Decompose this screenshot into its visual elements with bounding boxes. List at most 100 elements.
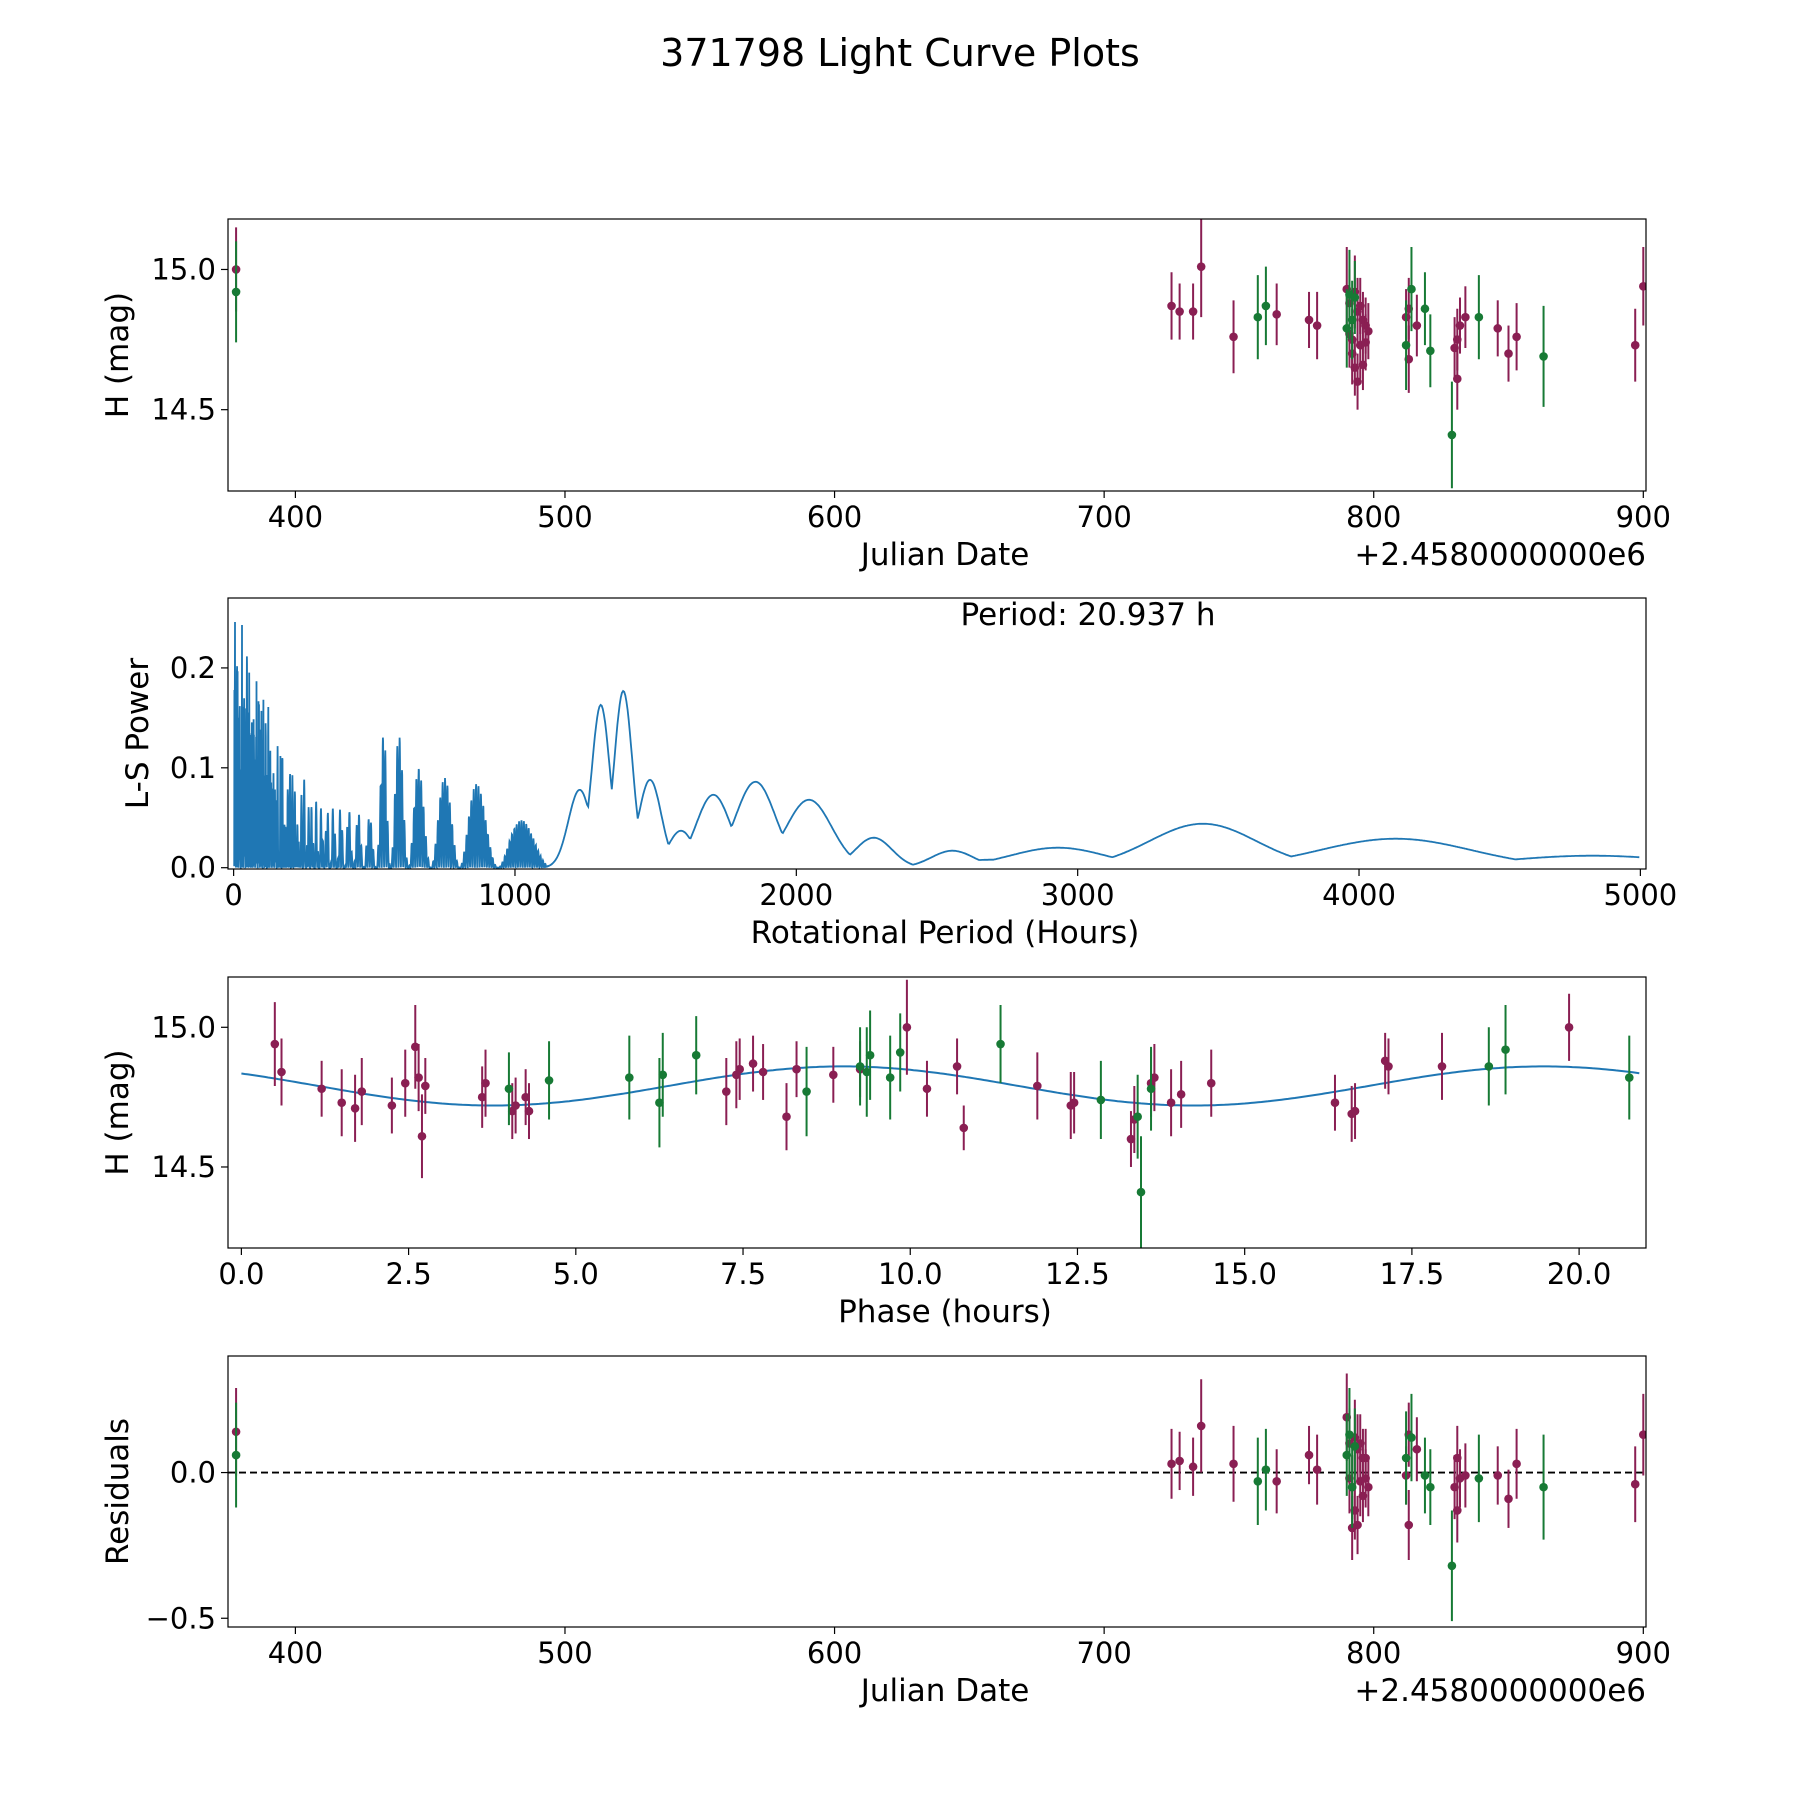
phased-data-point bbox=[1384, 1062, 1393, 1071]
phased-data-point bbox=[410, 1042, 420, 1052]
lightcurve-data-point bbox=[1420, 304, 1430, 314]
residuals-plot-area bbox=[228, 1373, 1646, 1622]
periodogram-panel: Rotational Period (Hours) L-S Power Peri… bbox=[120, 597, 1677, 951]
residuals-data-point bbox=[1420, 1471, 1430, 1480]
phased-data-point bbox=[1146, 1084, 1156, 1094]
periodogram-ytick-label: 0.2 bbox=[170, 651, 216, 685]
lightcurve-data-point bbox=[1175, 307, 1184, 316]
phased-xtick-label: 5.0 bbox=[553, 1257, 599, 1291]
phased-data-point bbox=[417, 1131, 427, 1141]
phased-data-point bbox=[865, 1050, 875, 1060]
phased-data-point bbox=[400, 1078, 410, 1088]
lightcurve-xlabel: Julian Date bbox=[859, 537, 1030, 573]
phased-data-point bbox=[758, 1067, 768, 1077]
lightcurve-panel: Julian Date H (mag) +2.4580000000e6 400 5… bbox=[100, 218, 1671, 573]
phased-data-point bbox=[1096, 1095, 1106, 1105]
periodogram-xtick-label: 3000 bbox=[1041, 878, 1115, 912]
residuals-data-point bbox=[1229, 1459, 1238, 1469]
lightcurve-data-point bbox=[1196, 262, 1206, 271]
periodogram-axes-frame bbox=[227, 597, 1647, 870]
phased-data-point bbox=[350, 1104, 360, 1113]
phased-data-point bbox=[1133, 1112, 1142, 1121]
lightcurve-xtick-label: 600 bbox=[807, 500, 862, 534]
phased-xtick-label: 0.0 bbox=[218, 1257, 264, 1291]
phased-data-point bbox=[1150, 1073, 1159, 1082]
phased-data-point bbox=[1484, 1062, 1494, 1071]
residuals-data-point bbox=[1196, 1421, 1206, 1431]
phased-xtick-label: 20.0 bbox=[1547, 1257, 1612, 1291]
phased-xtick-label: 10.0 bbox=[878, 1257, 943, 1291]
residuals-data-point bbox=[1353, 1520, 1362, 1530]
phased-ytick-label: 15.0 bbox=[151, 1010, 216, 1044]
phased-data-point bbox=[922, 1084, 932, 1094]
residuals-data-point bbox=[1412, 1444, 1422, 1454]
lightcurve-data-point bbox=[1188, 307, 1198, 316]
residuals-xtick-label: 500 bbox=[537, 1636, 592, 1670]
lightcurve-data-point bbox=[1474, 312, 1484, 322]
phased-xlabel: Phase (hours) bbox=[838, 1294, 1052, 1330]
lightcurve-data-point bbox=[1253, 312, 1263, 322]
lightcurve-data-point bbox=[1167, 301, 1176, 311]
lightcurve-data-point bbox=[1455, 321, 1465, 330]
figure-title: 371798 Light Curve Plots bbox=[660, 31, 1140, 75]
periodogram-ytick-label: 0.0 bbox=[170, 851, 216, 885]
lightcurve-data-point bbox=[1353, 377, 1362, 386]
phased-data-point bbox=[357, 1087, 367, 1096]
lightcurve-data-point bbox=[1493, 324, 1503, 333]
phased-data-point bbox=[829, 1070, 838, 1080]
phased-data-point bbox=[317, 1084, 326, 1094]
residuals-ylabel: Residuals bbox=[100, 1418, 136, 1565]
residuals-data-point bbox=[1272, 1477, 1281, 1486]
phased-data-point bbox=[1176, 1090, 1186, 1099]
phased-ylabel: H (mag) bbox=[100, 1049, 136, 1175]
lightcurve-axes-frame bbox=[227, 218, 1647, 492]
residuals-axes-frame bbox=[227, 1355, 1647, 1628]
phased-data-point bbox=[1136, 1187, 1146, 1197]
lightcurve-data-point bbox=[1312, 321, 1322, 330]
phased-data-point bbox=[959, 1123, 969, 1133]
phased-axes-frame bbox=[227, 976, 1647, 1249]
lightcurve-data-point bbox=[1630, 340, 1640, 350]
phased-data-point bbox=[895, 1048, 905, 1057]
phased-data-point bbox=[952, 1062, 962, 1071]
lightcurve-xtick-label: 400 bbox=[268, 500, 323, 534]
residuals-data-point bbox=[1345, 1430, 1354, 1439]
phased-model-curve bbox=[241, 1065, 1640, 1107]
phased-data-point bbox=[748, 1059, 758, 1068]
phased-ytick-label: 14.5 bbox=[151, 1150, 216, 1184]
lightcurve-data-point bbox=[1350, 293, 1360, 302]
lightcurve-data-point bbox=[1447, 430, 1457, 440]
phased-plot-area bbox=[241, 979, 1640, 1248]
lightcurve-data-point bbox=[1304, 315, 1314, 325]
phased-data-point bbox=[521, 1092, 530, 1102]
periodogram-xtick-label: 4000 bbox=[1322, 878, 1396, 912]
phased-data-point bbox=[691, 1050, 701, 1060]
lightcurve-ytick-label: 14.5 bbox=[151, 393, 216, 427]
phased-data-point bbox=[1501, 1045, 1510, 1054]
lightcurve-data-point bbox=[1364, 326, 1373, 336]
residuals-xtick-label: 700 bbox=[1076, 1636, 1131, 1670]
lightcurve-xtick-label: 800 bbox=[1346, 500, 1401, 534]
residuals-ytick-label: −0.5 bbox=[146, 1601, 216, 1635]
phased-data-point bbox=[1206, 1078, 1216, 1088]
residuals-xtick-label: 800 bbox=[1346, 1636, 1401, 1670]
phased-xtick-label: 12.5 bbox=[1045, 1257, 1110, 1291]
residuals-data-point bbox=[1167, 1459, 1176, 1469]
residuals-data-point bbox=[1347, 1482, 1357, 1492]
phased-data-point bbox=[1437, 1062, 1447, 1071]
phased-data-point bbox=[1330, 1098, 1340, 1108]
phased-data-point bbox=[735, 1064, 744, 1074]
residuals-data-point bbox=[1426, 1482, 1435, 1492]
residuals-xtick-label: 600 bbox=[807, 1636, 862, 1670]
residuals-data-point bbox=[1261, 1465, 1271, 1474]
residuals-data-point bbox=[1312, 1465, 1322, 1474]
residuals-ytick-label: 0.0 bbox=[170, 1456, 216, 1490]
residuals-offset-label: +2.4580000000e6 bbox=[1354, 1673, 1646, 1709]
residuals-data-point bbox=[1461, 1471, 1470, 1480]
residuals-data-point bbox=[1512, 1459, 1521, 1469]
phased-xtick-label: 2.5 bbox=[386, 1257, 432, 1291]
residuals-data-point bbox=[231, 1450, 241, 1460]
lightcurve-data-point bbox=[1461, 312, 1470, 322]
